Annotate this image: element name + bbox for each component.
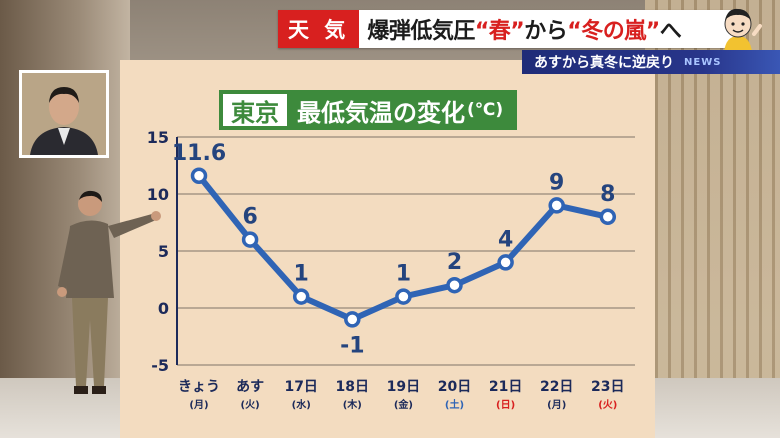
chart-title-main: 最低気温の変化 (℃) [287, 94, 513, 127]
chart-y-axis: -5 0 5 10 15 [147, 128, 178, 375]
data-point-6 [497, 254, 514, 271]
news-mark: NEWS [684, 56, 722, 68]
data-point-4 [395, 288, 412, 305]
chart-title-box: 東京 最低気温の変化 (℃) [219, 90, 518, 130]
x-weekday-label-4: (金) [394, 398, 413, 411]
anchor-portrait [22, 73, 106, 155]
x-weekday-label-1: (火) [241, 399, 260, 411]
chart-x-axis: きょう (月) あす (火) 17日 (水) 18日 (木) 19日 (金) 20日 (土) 21日 (日… [178, 379, 625, 411]
x-tick-label-6: 21日 [489, 379, 522, 395]
headline-text: 爆弾低気圧“春”から“冬の嵐”へ [359, 13, 681, 45]
weather-badge: 天 気 [278, 10, 360, 48]
chart-title-text: 最低気温の変化 [297, 98, 465, 127]
data-label-1: 6 [242, 205, 257, 230]
data-point-8 [599, 208, 617, 226]
x-weekday-label-3: (木) [343, 398, 362, 411]
data-label-6: 4 [498, 227, 513, 252]
data-point-0 [190, 167, 208, 185]
x-tick-label-8: 23日 [591, 379, 624, 395]
data-label-5: 2 [447, 250, 462, 275]
data-point-7 [548, 197, 565, 214]
anchor-camera-inset [19, 70, 109, 158]
data-point-1 [241, 231, 259, 248]
weather-mascot-icon [724, 8, 762, 52]
data-point-2 [292, 288, 310, 305]
x-weekday-label-6: (日) [496, 399, 515, 411]
y-tick-label-1: 0 [158, 299, 169, 318]
headline-part-1: 爆弾低気圧 [367, 19, 475, 44]
x-tick-label-5: 20日 [438, 379, 471, 395]
x-weekday-label-5: (土) [445, 398, 464, 411]
sub-banner-text: あすから真冬に逆戻り [534, 55, 674, 71]
chart-grid [177, 136, 635, 366]
headline-part-2: “春” [474, 19, 525, 44]
sub-banner: あすから真冬に逆戻り NEWS [522, 50, 780, 74]
data-point-3 [344, 311, 361, 328]
chart-title-city: 東京 [223, 94, 287, 127]
headline-part-5: へ [659, 19, 682, 44]
data-label-3: -1 [340, 333, 364, 358]
data-label-4: 1 [396, 262, 411, 287]
y-tick-label-0: -5 [151, 356, 169, 375]
y-tick-label-2: 5 [158, 242, 169, 261]
x-weekday-label-2: (水) [292, 398, 311, 411]
x-weekday-label-7: (月) [547, 399, 566, 411]
y-tick-label-3: 10 [147, 185, 169, 204]
x-tick-label-4: 19日 [387, 379, 420, 395]
data-label-2: 1 [294, 262, 309, 287]
headline-banner: 天 気 爆弾低気圧“春”から“冬の嵐”へ [278, 10, 742, 48]
x-tick-label-3: 18日 [336, 379, 369, 395]
x-weekday-label-8: (火) [598, 399, 617, 411]
headline-part-3: から [524, 19, 568, 44]
x-tick-label-2: 17日 [284, 379, 317, 395]
y-tick-label-4: 15 [147, 128, 169, 147]
x-tick-label-7: 22日 [540, 379, 573, 395]
data-label-7: 9 [549, 170, 564, 195]
data-point-5 [446, 276, 463, 294]
data-label-0: 11.6 [172, 141, 226, 166]
presenter-figure [57, 190, 161, 394]
chart-title-unit: (℃) [467, 100, 504, 120]
data-label-8: 8 [600, 182, 615, 207]
x-tick-label-1: あす [236, 379, 264, 395]
x-tick-label-0: きょう [178, 379, 220, 395]
x-weekday-label-0: (月) [189, 399, 208, 411]
chart-data-labels: 11.6 6 1 -1 1 2 4 9 8 [172, 141, 616, 359]
headline-part-4: “冬の嵐” [567, 19, 660, 44]
chart-series [190, 167, 617, 328]
